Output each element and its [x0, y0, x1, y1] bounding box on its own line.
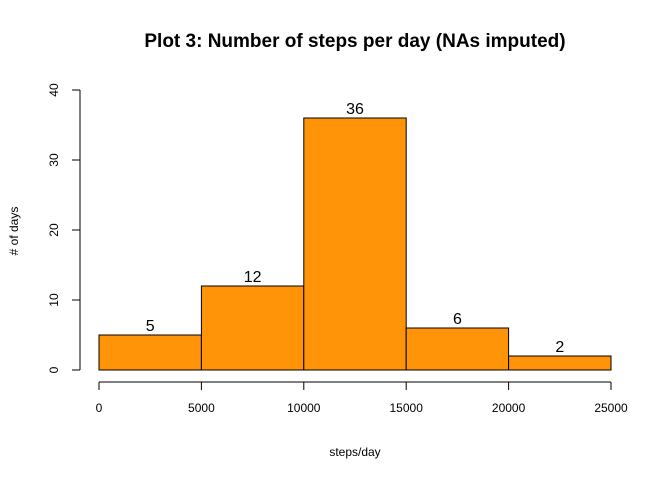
bar-1 — [200, 285, 305, 371]
y-tick-label-2: 20 — [47, 223, 61, 237]
data-label-0: 5 — [146, 318, 155, 335]
bars-layer — [98, 117, 612, 371]
x-axis: 0 5000 10000 15000 20000 25000 — [96, 381, 628, 415]
chart-title: Plot 3: Number of steps per day (NAs imp… — [144, 31, 565, 52]
y-tick-label-3: 30 — [47, 153, 61, 167]
bar-0 — [98, 334, 202, 371]
data-labels-layer: 5 12 36 6 2 — [146, 101, 565, 356]
y-tick-label-4: 40 — [47, 83, 61, 97]
y-axis-label: # of days — [7, 207, 21, 256]
bar-3 — [405, 327, 510, 371]
data-label-4: 2 — [555, 339, 564, 356]
x-tick-label-1: 5000 — [188, 401, 215, 415]
x-tick-label-4: 20000 — [492, 401, 526, 415]
data-label-2: 36 — [346, 101, 364, 118]
x-tick-label-0: 0 — [96, 401, 103, 415]
x-tick-label-2: 10000 — [287, 401, 321, 415]
bar-2 — [303, 117, 407, 371]
x-tick-label-5: 25000 — [594, 401, 628, 415]
data-label-1: 12 — [244, 269, 262, 286]
x-tick-label-3: 15000 — [390, 401, 424, 415]
data-label-3: 6 — [453, 311, 462, 328]
bar-4 — [508, 355, 612, 371]
y-axis: 0 10 20 30 40 — [47, 83, 81, 373]
x-axis-label: steps/day — [329, 445, 380, 459]
y-tick-label-0: 0 — [47, 366, 61, 373]
y-tick-label-1: 10 — [47, 293, 61, 307]
